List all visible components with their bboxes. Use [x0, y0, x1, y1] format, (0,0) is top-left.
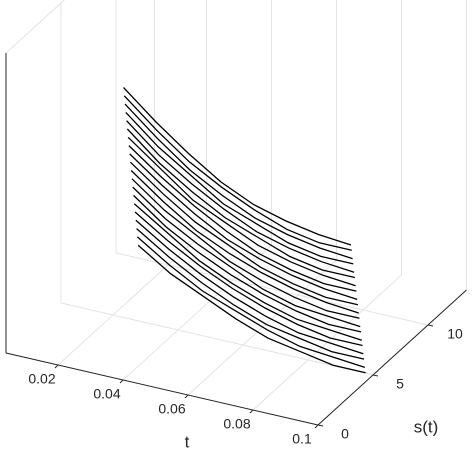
y-tick-label: 0 [341, 426, 349, 442]
curve [129, 161, 359, 306]
grid-line [122, 244, 272, 381]
x-tick-label: 0.02 [28, 371, 55, 387]
y-axis [317, 289, 467, 426]
curve [136, 236, 366, 369]
y-tick-label: 10 [447, 326, 463, 342]
y-tick-label: 5 [396, 376, 404, 392]
x-tick [54, 364, 59, 369]
curve [126, 120, 355, 273]
curve [127, 136, 356, 287]
curve [126, 128, 355, 279]
y-tick [317, 424, 324, 427]
x-tick [119, 379, 124, 384]
curve [128, 145, 357, 292]
curve [130, 170, 359, 314]
curve [129, 153, 358, 301]
box-edge [5, 0, 66, 54]
grid-line [60, 302, 374, 376]
x-tick [314, 424, 319, 429]
curve [133, 203, 362, 341]
y-tick [427, 324, 434, 327]
grid-line [115, 252, 429, 326]
curve [137, 244, 366, 374]
curve [136, 228, 365, 360]
x-tick [184, 394, 189, 399]
curve [125, 111, 354, 265]
y-tick [372, 374, 379, 377]
x-axis-title: t [185, 432, 190, 451]
x-tick-label: 0.08 [223, 416, 250, 432]
curve [132, 186, 361, 328]
curve [131, 178, 360, 319]
curve [135, 219, 364, 355]
x-tick-label: 0.04 [93, 386, 120, 402]
curve [124, 103, 353, 260]
curve [133, 194, 362, 333]
x-tick-label: 0.06 [158, 401, 185, 417]
x-tick [249, 409, 254, 414]
curve [134, 211, 363, 347]
x-tick-label: 0.1 [292, 431, 312, 447]
curve [123, 87, 352, 246]
curve [123, 95, 352, 251]
y-axis-title: s(t) [414, 417, 439, 436]
grid-line [57, 229, 207, 366]
